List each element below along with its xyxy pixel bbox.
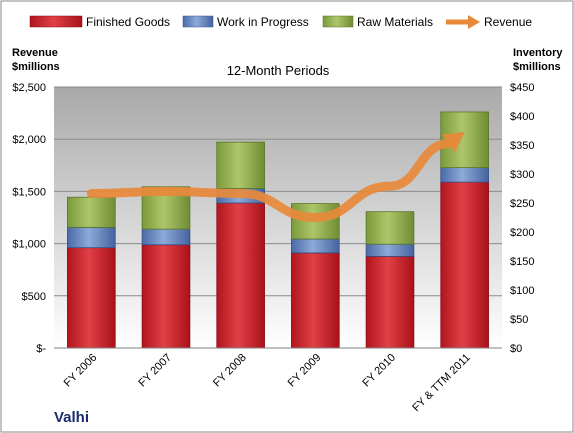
- right-tick-label: $0: [510, 343, 522, 355]
- bar-raw-materials: [365, 211, 415, 245]
- right-axis-ticks: $0 $50 $100 $150 $200 $250 $300 $350 $400 $450: [510, 82, 534, 355]
- right-tick-label: $200: [510, 227, 534, 239]
- right-tick-label: $250: [510, 198, 534, 210]
- bar-finished-goods: [291, 252, 340, 349]
- chart-subtitle: 12-Month Periods: [227, 63, 330, 78]
- plot-area: [54, 87, 502, 348]
- left-axis-ticks: $- $500 $1,000 $1,500 $2,000 $2,500: [12, 82, 46, 355]
- legend-label-work-in-progress: Work in Progress: [217, 15, 309, 29]
- left-axis-title-line1: Revenue: [12, 47, 58, 59]
- bar-finished-goods: [440, 181, 489, 349]
- right-tick-label: $350: [510, 140, 534, 152]
- revenue-line: [86, 131, 465, 222]
- legend-swatch-work-in-progress: [182, 15, 214, 28]
- legend-label-revenue: Revenue: [484, 15, 532, 29]
- legend-item-finished-goods: Finished Goods: [29, 15, 170, 29]
- bar-work-in-progress: [141, 228, 191, 246]
- right-axis-title-line1: Inventory: [513, 47, 563, 59]
- right-tick-label: $50: [510, 314, 528, 326]
- bar-work-in-progress: [440, 167, 489, 183]
- legend-label-finished-goods: Finished Goods: [86, 15, 170, 29]
- legend-swatch-finished-goods: [29, 15, 83, 28]
- right-tick-label: $300: [510, 169, 534, 181]
- left-tick-label: $-: [36, 343, 46, 355]
- right-tick-label: $450: [510, 82, 534, 94]
- left-tick-label: $2,500: [12, 82, 46, 94]
- right-tick-label: $150: [510, 256, 534, 268]
- legend: Finished Goods Work in Progress Raw Mate…: [29, 15, 532, 29]
- left-axis-title-line2: $millions: [12, 61, 60, 73]
- bar-work-in-progress: [291, 238, 340, 254]
- legend-item-raw-materials: Raw Materials: [322, 15, 433, 29]
- bars: [67, 111, 489, 349]
- right-tick-label: $400: [510, 111, 534, 123]
- revenue-arrowhead: [442, 131, 465, 153]
- legend-item-work-in-progress: Work in Progress: [182, 15, 309, 29]
- legend-swatch-raw-materials: [322, 15, 354, 28]
- bar-work-in-progress: [67, 226, 116, 249]
- right-axis-title-line2: $millions: [513, 61, 561, 73]
- left-tick-label: $1,000: [12, 239, 46, 251]
- bar-finished-goods: [67, 247, 116, 349]
- right-tick-label: $100: [510, 285, 534, 297]
- bar-finished-goods: [216, 202, 265, 349]
- bar-finished-goods: [365, 255, 415, 349]
- company-name: Valhi: [54, 409, 89, 426]
- legend-item-revenue: Revenue: [446, 15, 532, 29]
- bar-finished-goods: [141, 244, 191, 349]
- revenue-line-path: [86, 139, 453, 222]
- left-tick-label: $2,000: [12, 134, 46, 146]
- left-tick-label: $500: [22, 291, 46, 303]
- bar-work-in-progress: [365, 243, 415, 257]
- bar-raw-materials: [216, 141, 265, 189]
- legend-label-raw-materials: Raw Materials: [357, 15, 433, 29]
- bar-raw-materials: [67, 196, 116, 228]
- left-tick-label: $1,500: [12, 186, 46, 198]
- legend-arrow-revenue: [468, 15, 480, 29]
